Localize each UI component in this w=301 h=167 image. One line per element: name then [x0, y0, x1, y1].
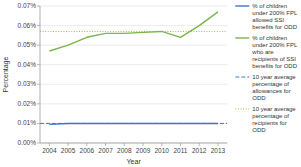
y-tick-label: 0.03%: [18, 80, 37, 87]
x-tick: [86, 143, 87, 146]
x-tick-label: 2008: [117, 147, 132, 154]
series-line: [49, 123, 218, 125]
y-tick: [37, 84, 40, 85]
x-tick-label: 2011: [173, 147, 187, 154]
y-tick: [37, 6, 40, 7]
legend-swatch: [235, 5, 249, 6]
y-tick-label: 0.02%: [18, 100, 37, 107]
grid-line: [40, 64, 227, 65]
legend-label: 10 year averagepercentage ofrecipients f…: [252, 106, 296, 133]
plot-data: [40, 12, 227, 125]
x-tick: [68, 143, 69, 146]
legend-swatch: [235, 77, 249, 78]
y-tick: [37, 64, 40, 65]
legend-label: % of childrenunder 200% FPLwho arerecipi…: [251, 35, 298, 69]
x-tick: [105, 143, 106, 146]
grid-line: [40, 103, 227, 104]
series-line: [49, 12, 218, 51]
legend-label: 10 year averagepercentage ofallowances f…: [252, 74, 296, 101]
x-tick: [180, 143, 181, 146]
legend-swatch: [235, 37, 249, 38]
axes: 0.00% 0.01% 0.02% 0.03% 0.04% 0.05% 0.06% 0.07%…: [18, 2, 228, 154]
y-tick-label: 0.00%: [18, 139, 37, 146]
x-axis-label: Year: [127, 158, 142, 165]
grid-line: [40, 143, 227, 144]
y-tick: [37, 45, 40, 46]
x-axis-line: [40, 143, 227, 144]
y-tick: [37, 103, 40, 104]
x-tick: [49, 143, 50, 146]
grid-line: [40, 84, 227, 85]
average-line: [40, 31, 227, 32]
y-tick-label: 0.01%: [18, 119, 37, 126]
y-tick: [37, 25, 40, 26]
chart: % of childrenunder 200% FPLallowed SSIbe…: [0, 0, 301, 167]
average-line: [40, 123, 227, 124]
y-axis-line: [40, 6, 41, 143]
x-tick-label: 2010: [155, 147, 170, 154]
x-tick: [143, 143, 144, 146]
x-tick-label: 2004: [42, 147, 57, 154]
y-axis-label: Percentage: [2, 56, 10, 92]
x-tick-label: 2005: [61, 147, 76, 154]
grid-line: [40, 123, 227, 124]
x-tick-label: 2006: [80, 147, 95, 154]
x-tick-label: 2013: [211, 147, 226, 154]
legend-swatch: [235, 109, 249, 110]
x-tick: [199, 143, 200, 146]
y-tick-label: 0.06%: [18, 22, 37, 29]
x-tick: [217, 143, 218, 146]
grid: [40, 6, 227, 143]
x-tick: [161, 143, 162, 146]
y-tick: [37, 143, 40, 144]
y-tick-label: 0.07%: [18, 2, 37, 9]
legend: % of childrenunder 200% FPLallowed SSIbe…: [235, 3, 298, 133]
legend-label: % of childrenunder 200% FPLallowed SSIbe…: [252, 3, 298, 30]
grid-line: [40, 6, 227, 7]
x-tick-label: 2009: [136, 147, 151, 154]
x-tick: [124, 143, 125, 146]
x-tick-label: 2012: [192, 147, 207, 154]
y-tick: [37, 123, 40, 124]
x-tick-label: 2007: [98, 147, 113, 154]
y-tick-label: 0.04%: [18, 61, 37, 68]
y-tick-label: 0.05%: [18, 41, 37, 48]
